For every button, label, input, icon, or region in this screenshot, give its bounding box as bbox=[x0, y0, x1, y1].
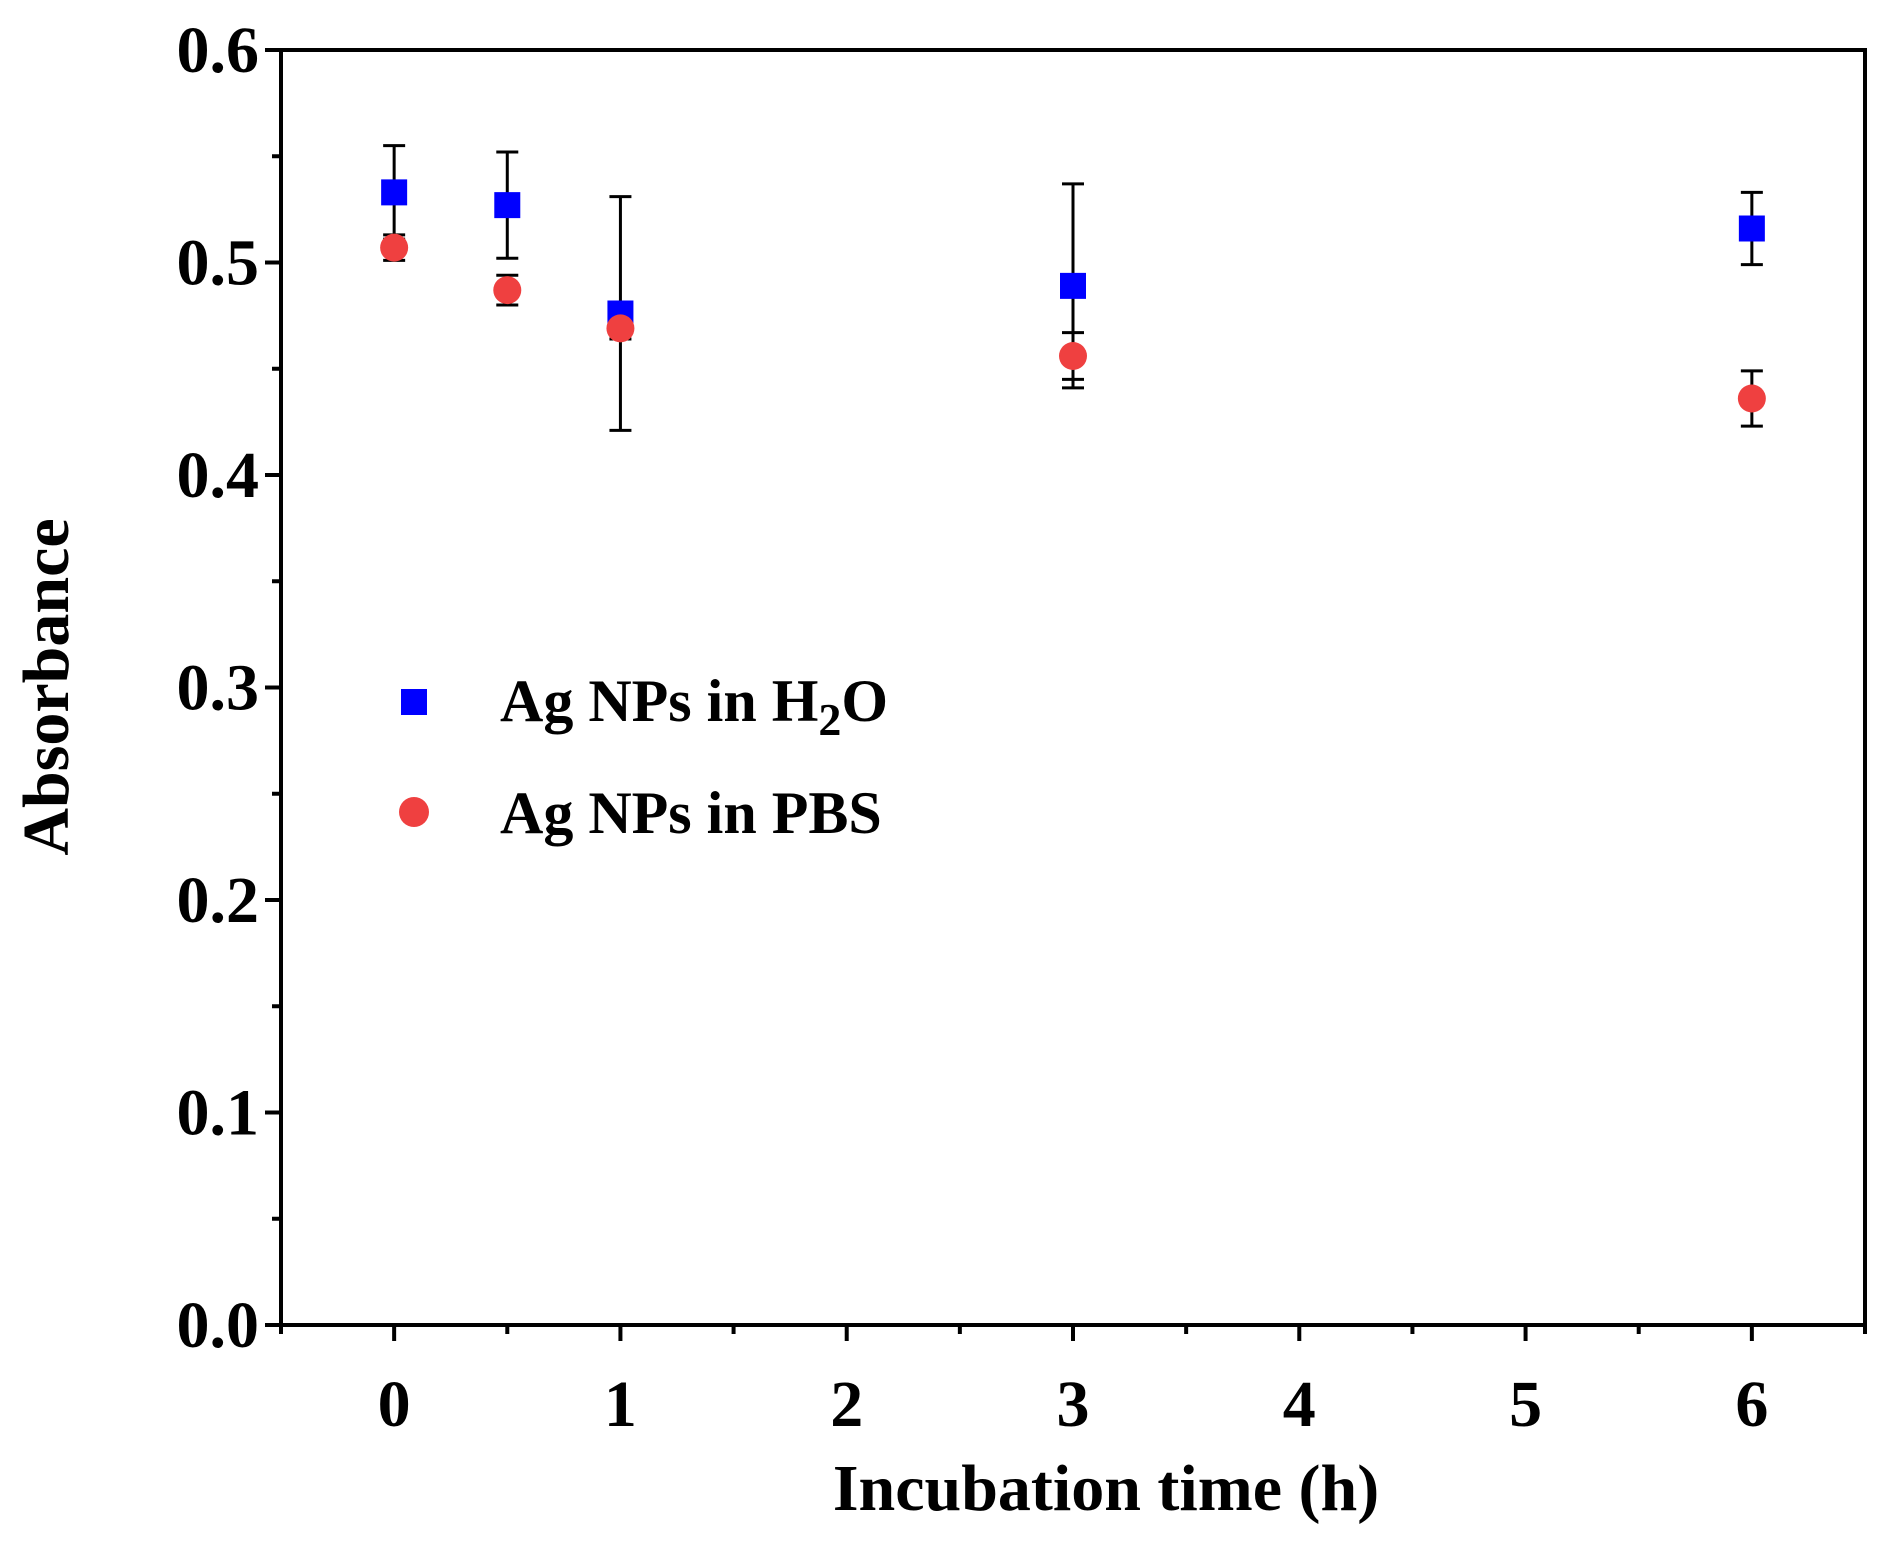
point-pbs-0 bbox=[380, 233, 409, 262]
axis-ticks bbox=[265, 48, 1867, 1341]
y-tick-label-2: 0.2 bbox=[177, 864, 260, 937]
legend: Ag NPs in H2O Ag NPs in PBS bbox=[399, 668, 888, 846]
point-pbs-2 bbox=[606, 314, 635, 343]
point-pbs-1 bbox=[493, 276, 522, 305]
legend-label-pbs: Ag NPs in PBS bbox=[500, 780, 882, 846]
legend-label-h2o: Ag NPs in H2O bbox=[500, 668, 888, 745]
y-axis-label: Absorbance bbox=[10, 518, 83, 855]
point-h2o-1 bbox=[494, 192, 521, 219]
y-tick-labels: 0.0 0.1 0.2 0.3 0.4 0.5 0.6 bbox=[177, 14, 260, 1362]
data-markers bbox=[380, 179, 1766, 413]
legend-label-h2o-main: Ag NPs in H bbox=[500, 668, 818, 734]
x-tick-label-4: 4 bbox=[1283, 1368, 1316, 1441]
legend-label-h2o-tail: O bbox=[841, 668, 888, 734]
x-tick-label-5: 5 bbox=[1509, 1368, 1542, 1441]
y-tick-label-1: 0.1 bbox=[177, 1077, 260, 1150]
x-tick-label-3: 3 bbox=[1057, 1368, 1090, 1441]
x-tick-label-2: 2 bbox=[830, 1368, 863, 1441]
point-pbs-4 bbox=[1737, 384, 1766, 413]
y-tick-label-3: 0.3 bbox=[177, 652, 260, 725]
x-tick-labels: 0 1 2 3 4 5 6 bbox=[378, 1368, 1769, 1441]
legend-label-h2o-subscript: 2 bbox=[818, 694, 841, 745]
x-tick-label-6: 6 bbox=[1735, 1368, 1768, 1441]
point-h2o-3 bbox=[1060, 272, 1086, 299]
plot-frame bbox=[279, 48, 1867, 1327]
y-tick-label-6: 0.6 bbox=[177, 14, 260, 87]
x-tick-label-1: 1 bbox=[604, 1368, 637, 1441]
legend-marker-pbs bbox=[399, 797, 429, 827]
point-pbs-3 bbox=[1059, 342, 1087, 370]
point-h2o-4 bbox=[1738, 215, 1765, 242]
point-h2o-0 bbox=[381, 179, 408, 206]
legend-marker-h2o bbox=[401, 689, 427, 715]
y-tick-label-0: 0.0 bbox=[177, 1289, 260, 1362]
y-tick-label-5: 0.5 bbox=[177, 227, 260, 300]
x-axis-label: Incubation time (h) bbox=[833, 1452, 1379, 1525]
x-tick-label-0: 0 bbox=[378, 1368, 411, 1441]
y-tick-label-4: 0.4 bbox=[177, 439, 260, 512]
